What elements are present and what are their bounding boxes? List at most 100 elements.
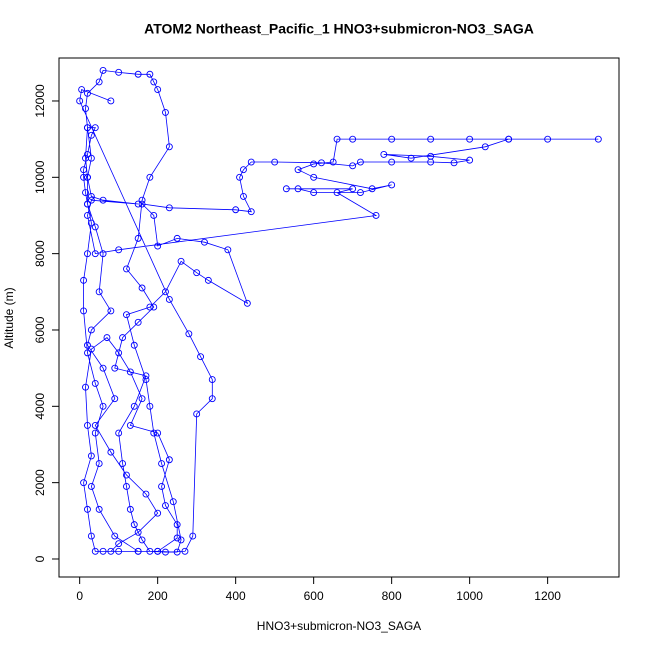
data-point — [111, 364, 119, 372]
x-tick-label: 1200 — [534, 589, 561, 603]
data-point — [126, 421, 134, 429]
data-point — [240, 166, 247, 174]
y-tick-label: 6000 — [33, 316, 47, 343]
data-point — [84, 124, 91, 132]
data-point — [427, 152, 435, 160]
data-point — [87, 345, 95, 353]
data-point — [107, 307, 115, 315]
data-point — [356, 158, 364, 166]
data-point — [123, 471, 130, 479]
data-point — [84, 212, 91, 219]
data-point — [142, 376, 150, 384]
data-point — [158, 483, 166, 490]
data-point — [146, 402, 154, 410]
data-point — [349, 135, 357, 143]
data-point — [87, 154, 95, 162]
data-point — [544, 135, 552, 143]
data-point — [150, 429, 158, 437]
data-point — [201, 238, 208, 246]
data-point — [87, 326, 95, 334]
data-point — [243, 299, 251, 307]
data-point — [466, 135, 474, 143]
data-point — [333, 189, 341, 197]
data-point — [185, 330, 193, 338]
data-point — [189, 532, 197, 540]
data-point — [123, 483, 130, 490]
data-point — [154, 429, 162, 437]
x-tick-label: 1000 — [456, 589, 483, 603]
data-point — [388, 158, 396, 166]
data-point — [310, 160, 318, 168]
data-point — [134, 547, 142, 555]
data-point — [177, 536, 185, 544]
data-point — [372, 212, 380, 219]
data-point — [87, 452, 95, 460]
data-point — [87, 532, 95, 540]
data-point — [165, 204, 173, 212]
data-point — [240, 192, 247, 200]
data-point — [138, 284, 146, 292]
data-point — [82, 189, 89, 197]
data-point — [84, 505, 91, 513]
data-point — [84, 421, 91, 429]
data-point — [173, 548, 181, 556]
data-point — [146, 547, 154, 555]
data-point — [115, 540, 123, 548]
data-point — [333, 135, 341, 143]
data-point — [150, 78, 158, 86]
data-point — [111, 532, 119, 540]
data-point — [271, 158, 279, 166]
data-point — [177, 257, 185, 265]
data-point — [123, 311, 130, 319]
data-point — [165, 143, 173, 151]
data-point — [130, 341, 138, 349]
x-tick-label: 800 — [382, 589, 402, 603]
data-point — [84, 89, 91, 97]
data-point — [165, 295, 173, 303]
data-point — [80, 307, 88, 315]
data-point — [99, 196, 107, 204]
data-point — [99, 250, 107, 258]
data-point — [126, 368, 134, 376]
data-point — [294, 166, 302, 174]
data-point — [165, 456, 173, 464]
data-point — [91, 547, 99, 555]
data-point — [84, 341, 91, 349]
y-tick-label: 10000 — [33, 160, 47, 194]
data-point — [84, 173, 91, 181]
data-point — [146, 173, 154, 181]
data-point — [310, 189, 318, 197]
data-point — [380, 150, 388, 158]
data-point — [162, 502, 169, 510]
data-point — [162, 108, 169, 116]
data-point — [119, 334, 127, 342]
data-point — [154, 242, 162, 250]
data-point — [282, 185, 290, 193]
x-tick-label: 400 — [226, 589, 246, 603]
data-point — [138, 196, 146, 204]
data-point — [247, 208, 255, 216]
data-point — [388, 181, 396, 189]
data-point — [466, 156, 474, 164]
data-point — [173, 234, 181, 242]
data-point — [146, 303, 154, 311]
data-point — [91, 124, 99, 132]
data-point — [193, 410, 201, 418]
data-point — [107, 448, 115, 456]
y-tick-label: 2000 — [33, 469, 47, 496]
data-point — [349, 162, 357, 170]
data-point — [115, 68, 123, 76]
data-point — [84, 200, 91, 208]
data-point — [80, 479, 88, 487]
data-point — [142, 490, 150, 498]
x-axis-title: HNO3+submicron-NO3_SAGA — [257, 619, 421, 633]
data-point — [91, 429, 99, 437]
data-point — [158, 460, 166, 468]
data-point — [80, 173, 88, 181]
data-point — [115, 429, 123, 437]
data-point — [82, 383, 89, 391]
data-point — [134, 200, 142, 208]
data-point — [99, 547, 107, 555]
